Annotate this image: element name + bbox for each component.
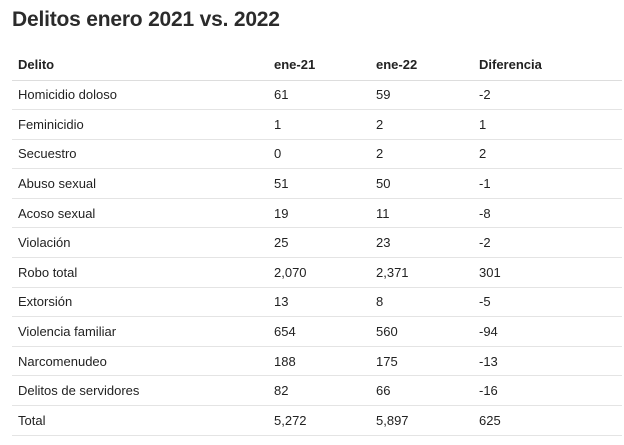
table-cell: 625: [473, 405, 622, 436]
table-cell: -2: [473, 227, 622, 259]
table-cell: Secuestro: [12, 139, 268, 170]
table-row: Extorsión 13 8 -5: [12, 287, 622, 318]
table-cell: -13: [473, 346, 622, 377]
table-cell: Homicidio doloso: [12, 80, 268, 111]
table-cell: Extorsión: [12, 287, 268, 318]
table-cell: 61: [268, 80, 370, 111]
table-row: Robo total 2,070 2,371 301: [12, 257, 622, 288]
data-table: Delito ene-21 ene-22 Diferencia Homicidio d…: [12, 50, 622, 436]
table-cell: 0: [268, 139, 370, 170]
table-cell: -2: [473, 80, 622, 111]
table-cell: 19: [268, 198, 370, 229]
header-row: Delito ene-21 ene-22 Diferencia: [12, 50, 622, 81]
table-cell: Acoso sexual: [12, 198, 268, 229]
column-header: Delito: [12, 50, 268, 81]
table-cell: Feminicidio: [12, 109, 268, 140]
table-cell: Violación: [12, 227, 268, 259]
table-cell: 59: [370, 80, 473, 111]
table-cell: -94: [473, 316, 622, 347]
table-row: Delitos de servidores 82 66 -16: [12, 375, 622, 407]
table-cell: Abuso sexual: [12, 168, 268, 199]
table-cell: 82: [268, 375, 370, 407]
table-cell: -8: [473, 198, 622, 229]
table-body: Homicidio doloso 61 59 -2 Feminicidio 1 2 1 Secu…: [12, 80, 622, 436]
table-cell: Narcomenudeo: [12, 346, 268, 377]
table-head: Delito ene-21 ene-22 Diferencia: [12, 50, 622, 81]
table-cell: 2,371: [370, 257, 473, 288]
table-cell: 560: [370, 316, 473, 347]
table-row: Acoso sexual 19 11 -8: [12, 198, 622, 229]
table-row: Abuso sexual 51 50 -1: [12, 168, 622, 199]
table-cell: Delitos de servidores: [12, 375, 268, 407]
table-cell: -1: [473, 168, 622, 199]
column-header: Diferencia: [473, 50, 622, 81]
table-cell: 5,272: [268, 405, 370, 436]
table-row: Feminicidio 1 2 1: [12, 109, 622, 140]
table-cell: 13: [268, 287, 370, 318]
table-cell: 1: [268, 109, 370, 140]
table-cell: 25: [268, 227, 370, 259]
table-cell: 301: [473, 257, 622, 288]
table-cell: 50: [370, 168, 473, 199]
table-cell: 654: [268, 316, 370, 347]
title: Delitos enero 2021 vs. 2022: [12, 8, 280, 31]
table-row: Violación 25 23 -2: [12, 227, 622, 259]
table-cell: 51: [268, 168, 370, 199]
table-cell: 23: [370, 227, 473, 259]
table-cell: Violencia familiar: [12, 316, 268, 347]
table-cell: -5: [473, 287, 622, 318]
table-row: Total 5,272 5,897 625: [12, 405, 622, 436]
column-header: ene-21: [268, 50, 370, 81]
table-row: Secuestro 0 2 2: [12, 139, 622, 170]
table-cell: 2: [473, 139, 622, 170]
table-cell: 66: [370, 375, 473, 407]
table-row: Violencia familiar 654 560 -94: [12, 316, 622, 347]
table-row: Narcomenudeo 188 175 -13: [12, 346, 622, 377]
table-cell: 5,897: [370, 405, 473, 436]
table-cell: 188: [268, 346, 370, 377]
table-cell: 1: [473, 109, 622, 140]
column-header: ene-22: [370, 50, 473, 81]
table-cell: 2: [370, 139, 473, 170]
table-cell: 11: [370, 198, 473, 229]
table-row: Homicidio doloso 61 59 -2: [12, 80, 622, 111]
table-cell: Robo total: [12, 257, 268, 288]
table-cell: Total: [12, 405, 268, 436]
table-cell: 8: [370, 287, 473, 318]
table-cell: 175: [370, 346, 473, 377]
table-cell: 2,070: [268, 257, 370, 288]
table-cell: 2: [370, 109, 473, 140]
table-cell: -16: [473, 375, 622, 407]
